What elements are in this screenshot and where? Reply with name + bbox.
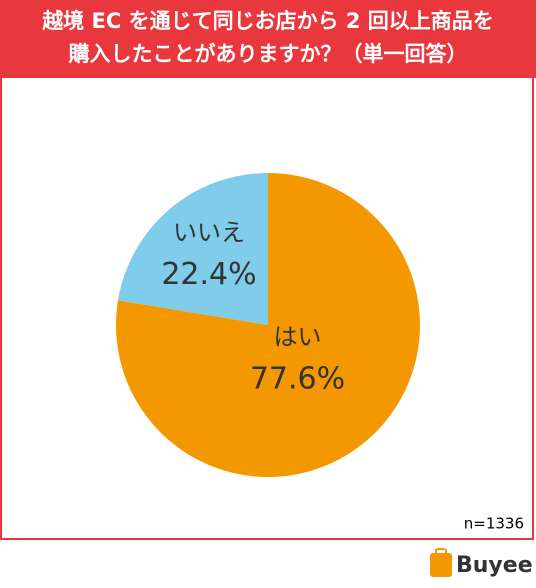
slice-label: はい (274, 323, 322, 351)
logo: Buyee (430, 548, 533, 578)
title-banner (0, 0, 536, 78)
logo-icon (430, 553, 452, 577)
pie-slice (116, 173, 421, 477)
sample-note: n=1336 (464, 515, 524, 533)
pie-slice (118, 173, 268, 325)
chart-title: 越境 EC を通じて同じお店から 2 回以上商品を (41, 9, 494, 33)
logo-icon-handle (435, 548, 447, 556)
brand: Buyee (456, 553, 533, 578)
value-label: 22.4% (161, 257, 256, 292)
chart-title: 購入したことがありますか？（単一回答） (68, 42, 468, 66)
value-label: 77.6% (250, 361, 345, 396)
pie: はい 77.6% いいえ 22.4% (116, 173, 421, 477)
slice-label: いいえ (173, 218, 245, 246)
